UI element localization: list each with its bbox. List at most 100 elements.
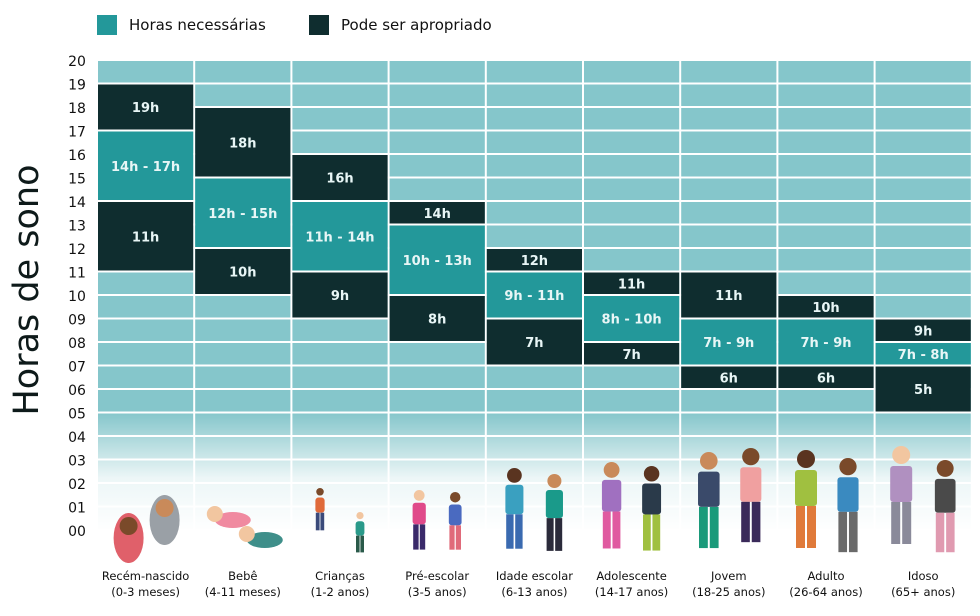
bar-label: 6h [720, 371, 738, 386]
leg [796, 506, 805, 548]
bar [486, 272, 582, 318]
leg [413, 524, 419, 550]
x-tick-sublabel: (6-13 anos) [501, 585, 567, 599]
illustrations [113, 446, 956, 563]
head [356, 511, 364, 520]
y-tick-label: 02 [68, 477, 86, 493]
grid-cell [778, 131, 874, 153]
leg [356, 535, 360, 553]
y-tick-label: 18 [68, 101, 86, 117]
leg [515, 514, 523, 549]
bar [875, 343, 971, 365]
grid-cell [98, 366, 194, 388]
bar [875, 319, 971, 341]
bar [681, 366, 777, 388]
grid-cell [875, 225, 971, 247]
bottom-fade [97, 412, 972, 532]
head [699, 452, 718, 470]
grid-cell [195, 343, 291, 365]
grid-cell [486, 131, 582, 153]
grid-cell [486, 155, 582, 177]
grid-cell [389, 366, 485, 388]
legend-label-appropriate: Pode ser apropriado [341, 16, 492, 34]
bar-label: 7h - 9h [703, 336, 754, 351]
torso [545, 490, 563, 519]
bar-label: 16h [326, 172, 353, 187]
grid-cell [195, 366, 291, 388]
head [547, 474, 562, 489]
bar-label: 6h [817, 371, 835, 386]
baby-illustration [206, 506, 251, 528]
y-tick-label: 03 [68, 454, 86, 470]
grid-cell [875, 249, 971, 271]
grid-cell [584, 178, 680, 200]
leg [652, 514, 661, 551]
leg [546, 518, 554, 551]
bar-label: 10h [229, 266, 256, 281]
teen-illustration [642, 466, 662, 551]
grid-cell [195, 319, 291, 341]
grid-cell [195, 296, 291, 318]
body [246, 532, 283, 548]
head [316, 488, 324, 496]
bar-label: 12h - 15h [208, 207, 277, 222]
x-tick-sublabel: (26-64 anos) [789, 585, 862, 599]
grid-cell [875, 61, 971, 83]
grid-cell [292, 390, 388, 412]
torso [448, 504, 462, 526]
x-tick-labels: Recém-nascido (0-3 meses) Bebê (4-11 meses)… [102, 569, 955, 599]
y-tick-label: 07 [68, 360, 86, 376]
bar-label: 10h [812, 301, 839, 316]
x-tick-sublabel: (0-3 meses) [111, 585, 180, 599]
grid-cell [681, 390, 777, 412]
grid-cell [875, 84, 971, 106]
leg [320, 512, 325, 531]
bar-label: 14h - 17h [111, 160, 180, 175]
grid-cell [584, 249, 680, 271]
bar-label: 5h [914, 383, 932, 398]
leg [946, 512, 955, 553]
y-tick-label: 13 [68, 219, 86, 235]
torso [890, 466, 913, 502]
bar [486, 319, 582, 365]
torso [837, 477, 859, 512]
leg [891, 502, 901, 544]
leg [643, 514, 651, 551]
x-tick-sublabel: (3-5 anos) [408, 585, 467, 599]
bar-label: 7h [525, 336, 543, 351]
bar [778, 319, 874, 365]
bar [98, 202, 194, 271]
bar [195, 249, 291, 294]
grid-cell [681, 225, 777, 247]
grid-cell [778, 84, 874, 106]
grid-cell [584, 131, 680, 153]
baby-illustration [238, 526, 283, 548]
x-tick-sublabel: (4-11 meses) [205, 585, 281, 599]
bar [195, 108, 291, 177]
leg [419, 524, 426, 550]
head [507, 468, 522, 483]
grid-cell [584, 225, 680, 247]
grid-cell [875, 178, 971, 200]
bar [98, 131, 194, 200]
leg [506, 514, 514, 549]
grid-cell [292, 366, 388, 388]
bar-label: 9h [914, 324, 932, 339]
bar [778, 296, 874, 318]
bar-label: 11h [132, 230, 159, 245]
grid-cell [389, 108, 485, 130]
bar-label: 7h - 8h [898, 348, 949, 363]
grid-cell [584, 155, 680, 177]
newborn-illustration [113, 513, 144, 563]
x-tick-label: Adulto [808, 569, 845, 583]
head [936, 460, 954, 477]
x-tick-label: Adolescente [596, 569, 667, 583]
legend-item-appropriate: Pode ser apropriado [309, 13, 492, 37]
grid-cell [778, 178, 874, 200]
x-tick-label: Crianças [315, 569, 365, 583]
torso [642, 483, 662, 515]
grid-cell [486, 178, 582, 200]
grid-cell [486, 84, 582, 106]
head [119, 517, 138, 535]
y-tick-label: 12 [68, 242, 86, 258]
